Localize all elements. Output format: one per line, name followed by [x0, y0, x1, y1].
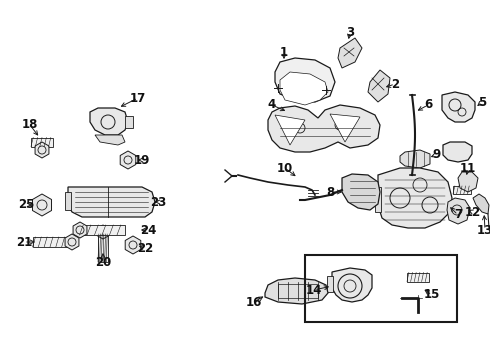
Text: 16: 16 — [246, 296, 262, 309]
Polygon shape — [368, 70, 390, 102]
Text: 3: 3 — [346, 26, 354, 39]
Text: 11: 11 — [460, 162, 476, 175]
Bar — [278, 284, 318, 298]
Text: 15: 15 — [424, 288, 440, 302]
Bar — [375, 187, 381, 212]
Text: 22: 22 — [137, 242, 153, 255]
Text: 2: 2 — [391, 77, 399, 90]
Polygon shape — [73, 222, 87, 238]
Polygon shape — [442, 92, 475, 122]
Text: 24: 24 — [140, 224, 156, 237]
Bar — [125, 116, 133, 128]
Bar — [327, 276, 333, 292]
Text: 7: 7 — [454, 208, 462, 221]
Polygon shape — [447, 198, 470, 224]
Text: 9: 9 — [432, 148, 440, 162]
Polygon shape — [97, 225, 109, 239]
Polygon shape — [268, 105, 380, 152]
Polygon shape — [120, 151, 136, 169]
Text: 5: 5 — [478, 95, 486, 108]
Bar — [31, 138, 53, 147]
Polygon shape — [35, 142, 49, 158]
Text: 14: 14 — [306, 284, 322, 297]
Polygon shape — [400, 150, 430, 168]
Text: 6: 6 — [424, 99, 432, 112]
Text: 18: 18 — [22, 118, 38, 131]
Text: 19: 19 — [134, 153, 150, 166]
Text: 8: 8 — [326, 185, 334, 198]
Polygon shape — [275, 115, 305, 145]
Bar — [98, 234, 108, 262]
Text: 1: 1 — [280, 45, 288, 58]
Text: 20: 20 — [95, 256, 111, 269]
Polygon shape — [95, 135, 125, 145]
Text: 23: 23 — [150, 195, 166, 208]
Polygon shape — [458, 172, 478, 192]
Text: 13: 13 — [477, 224, 490, 237]
Polygon shape — [275, 58, 335, 102]
Polygon shape — [330, 114, 360, 142]
Bar — [305, 255, 457, 322]
Polygon shape — [32, 194, 51, 216]
Text: 25: 25 — [18, 198, 34, 211]
Bar — [79, 225, 124, 235]
Bar — [32, 237, 68, 247]
Text: 10: 10 — [277, 162, 293, 175]
Polygon shape — [342, 174, 380, 210]
Bar — [407, 273, 429, 282]
Bar — [65, 192, 71, 210]
Polygon shape — [332, 268, 372, 302]
Polygon shape — [125, 236, 141, 254]
Polygon shape — [265, 278, 328, 304]
Polygon shape — [443, 142, 472, 162]
Polygon shape — [338, 38, 362, 68]
Polygon shape — [68, 187, 155, 217]
Text: 4: 4 — [268, 99, 276, 112]
Bar — [453, 186, 471, 194]
Polygon shape — [473, 194, 489, 214]
Polygon shape — [280, 72, 328, 105]
Text: 12: 12 — [465, 206, 481, 219]
Text: 21: 21 — [16, 235, 32, 248]
Polygon shape — [90, 108, 128, 135]
Text: 17: 17 — [130, 91, 146, 104]
Polygon shape — [65, 234, 79, 250]
Polygon shape — [378, 168, 452, 228]
